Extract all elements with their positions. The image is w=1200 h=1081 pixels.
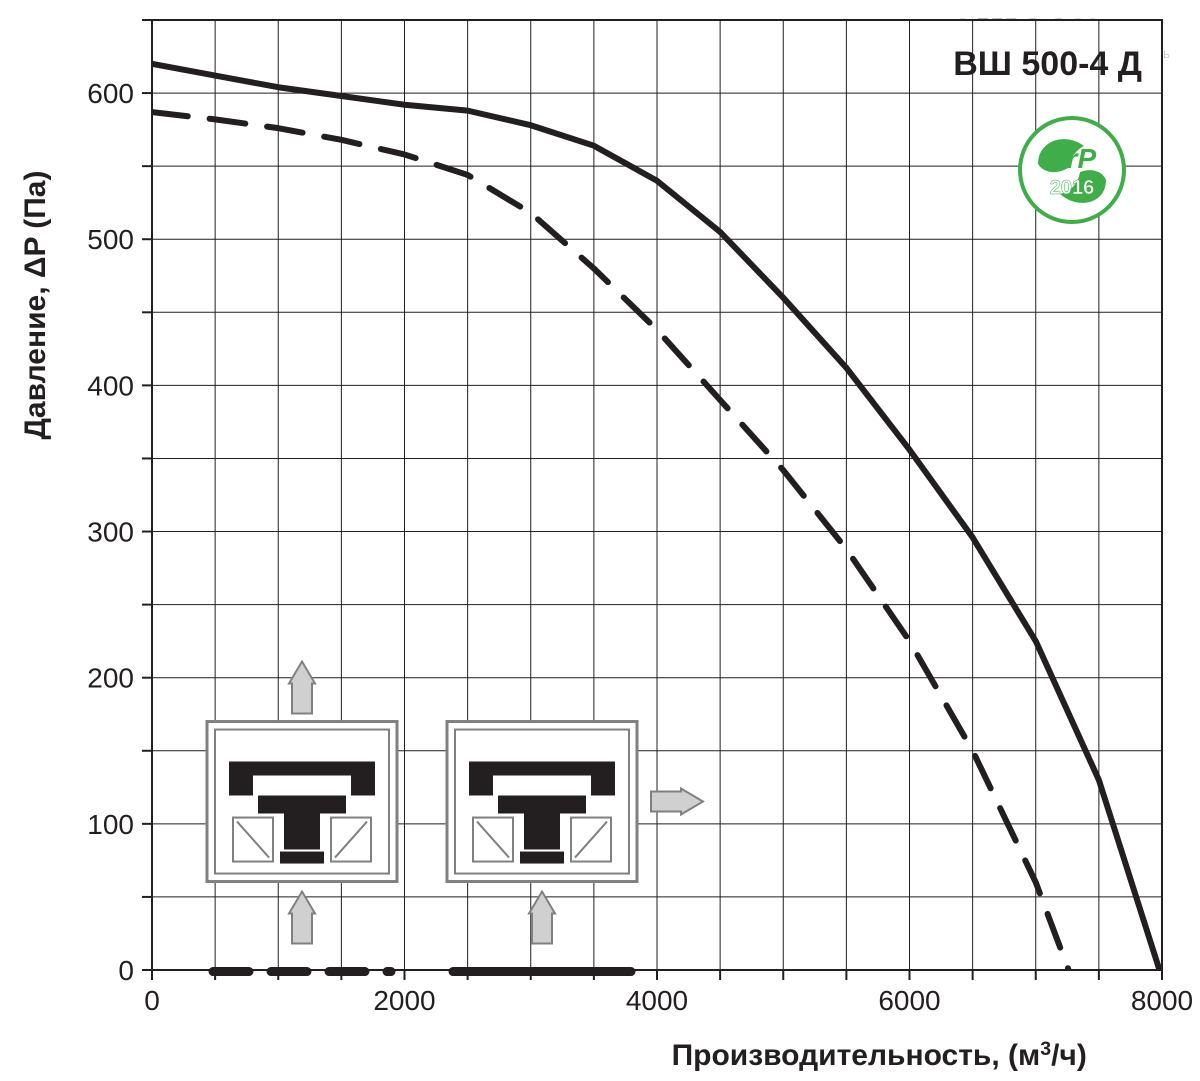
y-axis-title: Давление, ΔP (Па) (19, 171, 52, 440)
x-tick-label: 4000 (626, 985, 688, 1016)
x-tick-label: 6000 (878, 985, 940, 1016)
y-tick-label: 600 (87, 78, 134, 109)
y-tick-label: 500 (87, 224, 134, 255)
y-tick-label: 0 (118, 955, 134, 986)
x-tick-label: 8000 (1131, 985, 1193, 1016)
x-tick-label: 2000 (373, 985, 435, 1016)
x-axis-title: Производительность, (м3/ч) (672, 1038, 1087, 1072)
y-tick-label: 100 (87, 809, 134, 840)
y-tick-label: 200 (87, 663, 134, 694)
chart-title: ВШ 500-4 Д (953, 45, 1142, 83)
y-tick-label: 400 (87, 370, 134, 401)
y-tick-label: 300 (87, 517, 134, 548)
badge-text-bottom: 2016 (1050, 177, 1095, 199)
badge-text-top: ErP (1048, 143, 1097, 174)
x-tick-label: 0 (144, 985, 160, 1016)
erp-badge: ErP 2016 (1020, 118, 1124, 222)
